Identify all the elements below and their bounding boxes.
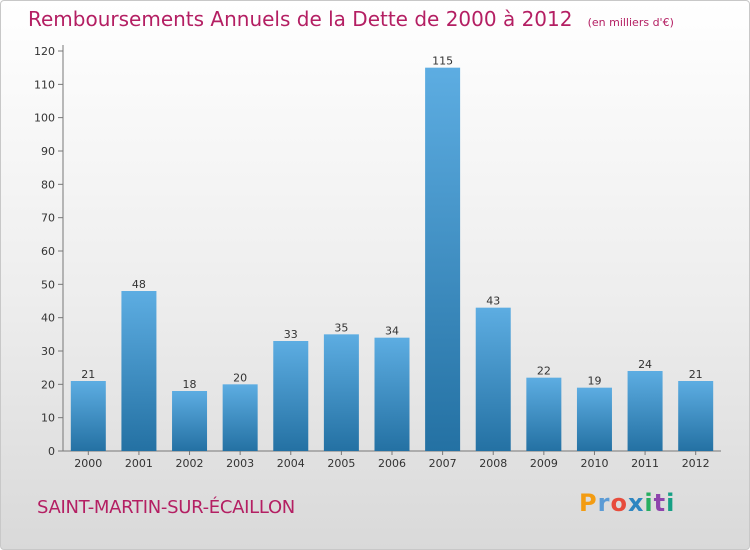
x-tick-label: 2010 — [580, 457, 608, 470]
x-tick-label: 2008 — [479, 457, 507, 470]
x-tick-label: 2007 — [429, 457, 457, 470]
chart-title: Remboursements Annuels de la Dette de 20… — [28, 7, 573, 31]
proxiti-logo[interactable]: Proxiti — [579, 489, 675, 517]
x-tick-label: 2009 — [530, 457, 558, 470]
x-tick-label: 2006 — [378, 457, 406, 470]
y-tick-label: 110 — [34, 78, 55, 91]
data-label: 18 — [183, 378, 197, 391]
bar — [273, 341, 309, 451]
bar — [425, 67, 461, 452]
x-tick-label: 2012 — [682, 457, 710, 470]
x-tick-label: 2002 — [176, 457, 204, 470]
y-tick-label: 0 — [48, 445, 55, 458]
logo-letter: x — [627, 489, 645, 517]
title-row: Remboursements Annuels de la Dette de 20… — [28, 7, 674, 31]
bar — [627, 371, 663, 451]
y-tick-label: 40 — [41, 312, 55, 325]
bar — [526, 377, 562, 451]
logo-letter: i — [666, 489, 676, 517]
bar — [323, 334, 359, 451]
data-label: 35 — [334, 321, 348, 334]
data-label: 21 — [689, 368, 703, 381]
bar — [121, 291, 157, 451]
data-label: 21 — [81, 368, 95, 381]
data-label: 34 — [385, 325, 399, 338]
bar — [475, 307, 511, 451]
logo-letter: i — [644, 489, 654, 517]
y-tick-label: 80 — [41, 178, 55, 191]
data-label: 24 — [638, 358, 652, 371]
place-name: SAINT-MARTIN-SUR-ÉCAILLON — [37, 497, 295, 518]
data-label: 48 — [132, 278, 146, 291]
x-tick-label: 2004 — [277, 457, 305, 470]
y-tick-label: 60 — [41, 245, 55, 258]
data-label: 115 — [432, 55, 453, 68]
bar — [576, 387, 612, 451]
y-tick-label: 30 — [41, 345, 55, 358]
y-tick-label: 90 — [41, 145, 55, 158]
logo-letter: o — [610, 489, 628, 517]
bar — [222, 384, 258, 451]
logo-letter: r — [597, 489, 611, 517]
data-label: 33 — [284, 328, 298, 341]
y-tick-label: 70 — [41, 212, 55, 225]
x-tick-label: 2003 — [226, 457, 254, 470]
y-tick-label: 20 — [41, 378, 55, 391]
y-tick-label: 100 — [34, 112, 55, 125]
data-label: 43 — [486, 295, 500, 308]
bar — [70, 381, 106, 451]
x-tick-label: 2000 — [74, 457, 102, 470]
bar — [678, 381, 714, 451]
x-tick-label: 2011 — [631, 457, 659, 470]
bar — [374, 337, 410, 451]
axes: 0 10 20 30 40 50 60 70 80 90 100 110 120 2000 2001 2002… — [34, 45, 721, 470]
y-tick-label: 10 — [41, 412, 55, 425]
bars: 21 48 18 20 33 35 34 115 43 22 19 24 21 — [70, 55, 714, 452]
data-label: 22 — [537, 365, 551, 378]
bar — [172, 391, 208, 451]
logo-letter: P — [579, 489, 598, 517]
y-tick-label: 120 — [34, 45, 55, 58]
x-tick-label: 2005 — [327, 457, 355, 470]
x-tick-label: 2001 — [125, 457, 153, 470]
data-label: 20 — [233, 371, 247, 384]
data-label: 19 — [587, 375, 601, 388]
logo-letter: t — [653, 489, 667, 517]
y-tick-label: 50 — [41, 278, 55, 291]
chart-subtitle: (en milliers d'€) — [587, 16, 674, 29]
